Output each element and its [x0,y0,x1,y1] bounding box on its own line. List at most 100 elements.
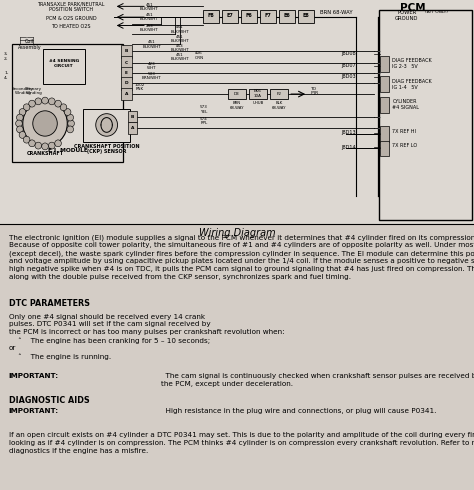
Circle shape [35,142,42,149]
Bar [241,10,257,23]
Bar [279,10,295,23]
Bar [270,89,288,99]
Bar [222,10,238,23]
Text: Only one #4 signal should be received every 14 crank
pulses. DTC P0341 will set : Only one #4 signal should be received ev… [9,314,284,360]
Text: 3-
2-: 3- 2- [4,52,9,61]
Text: 453
BLK/WHT: 453 BLK/WHT [140,24,159,32]
Text: D: D [125,81,128,85]
Text: E7: E7 [227,13,233,18]
Text: J8D03: J8D03 [341,74,356,79]
Bar [380,97,389,113]
Text: A: A [131,126,135,130]
Text: DTC PARAMETERS: DTC PARAMETERS [9,299,90,308]
Text: F2: F2 [277,92,282,96]
Circle shape [64,109,71,116]
Circle shape [19,109,26,116]
Circle shape [17,126,23,133]
Circle shape [68,120,74,127]
Bar [121,88,132,100]
Text: E8: E8 [302,13,309,18]
Text: The cam signal is continuously checked when crankshaft sensor pulses are receive: The cam signal is continuously checked w… [161,373,474,387]
Text: C: C [125,61,128,65]
Text: F6: F6 [246,13,252,18]
Text: 453
BLK/WHT: 453 BLK/WHT [171,44,190,52]
Text: PCM: PCM [400,3,425,13]
Text: J8D08: J8D08 [341,51,356,56]
Text: POWER
GROUND: POWER GROUND [395,10,419,21]
Text: B: B [131,115,135,119]
Text: TO
IPJR: TO IPJR [310,87,319,95]
Bar [380,141,389,156]
Text: D3: D3 [234,92,239,96]
Text: EK6
10A: EK6 10A [254,90,262,98]
Text: 451
BLK/WHT: 451 BLK/WHT [171,35,190,43]
Text: (A/T ONLY): (A/T ONLY) [425,10,447,14]
Text: 1002
PNK: 1002 PNK [135,83,145,91]
Text: DIAG FEEDBACK: DIAG FEEDBACK [392,79,432,84]
Text: BRN
68-WAY: BRN 68-WAY [229,101,244,110]
Bar [203,10,219,23]
Text: J8D13: J8D13 [341,130,356,135]
Circle shape [55,140,62,147]
Circle shape [67,126,73,133]
Circle shape [42,143,48,150]
Bar [379,10,472,220]
Text: #4 SENSING
CIRCUIT: #4 SENSING CIRCUIT [49,59,79,68]
Text: 451
BLK/WHT: 451 BLK/WHT [171,25,190,33]
Bar [380,76,389,92]
Bar [249,89,267,99]
Text: E I  MODULE: E I MODULE [48,148,88,153]
Text: Primary
Winding: Primary Winding [26,87,43,96]
Bar [121,77,132,90]
Text: Wiring Diagram: Wiring Diagram [199,228,275,238]
Text: CRANKSHAFT: CRANKSHAFT [27,151,64,156]
Text: UHUB: UHUB [252,101,264,105]
Text: 451
BLK/WHT: 451 BLK/WHT [171,53,190,61]
Bar [128,111,137,122]
Text: DIAGNOSTIC AIDS: DIAGNOSTIC AIDS [9,396,89,405]
Bar [128,122,137,134]
Text: 7X REF HI: 7X REF HI [392,129,417,134]
Text: IMPORTANT:: IMPORTANT: [9,373,59,379]
Text: If an open circuit exists on #4 cylinder a DTC P0341 may set. This is due to the: If an open circuit exists on #4 cylinder… [9,432,474,454]
Text: CYLINDER: CYLINDER [392,99,417,104]
Circle shape [42,97,48,104]
Text: E6: E6 [283,13,290,18]
Text: 573
YEL: 573 YEL [200,105,208,114]
Circle shape [48,98,55,105]
Circle shape [48,142,55,149]
Bar [260,10,276,23]
Bar [83,109,130,142]
Text: #4 SIGNAL: #4 SIGNAL [392,105,419,110]
Text: 406
ORN: 406 ORN [194,51,204,60]
Text: J8D07: J8D07 [341,63,356,68]
Text: J8D14: J8D14 [341,145,356,149]
Text: 7X REF LO: 7X REF LO [392,143,418,148]
Circle shape [23,136,30,143]
Text: Secondary
Winding: Secondary Winding [12,87,34,96]
Text: The electronic ignition (EI) module supplies a signal to the PCM whenever it det: The electronic ignition (EI) module supp… [9,234,474,280]
Text: TO HEATED O2S: TO HEATED O2S [51,24,91,29]
Circle shape [19,131,26,138]
Text: High resistance in the plug wire and connections, or plug will cause P0341.: High resistance in the plug wire and con… [161,408,437,414]
Text: F8: F8 [208,13,214,18]
Circle shape [55,100,62,107]
Text: B: B [125,49,128,53]
Bar [121,45,132,58]
Circle shape [17,114,23,121]
Circle shape [29,100,36,107]
Bar [12,44,123,162]
Text: IMPORTANT:: IMPORTANT: [9,408,59,414]
Text: BRN 68-WAY: BRN 68-WAY [320,10,353,15]
Circle shape [33,111,57,136]
Circle shape [67,114,73,121]
Text: 451
BLK/WHT: 451 BLK/WHT [140,3,159,11]
Circle shape [16,120,22,127]
Text: Coil
Assembly: Coil Assembly [18,39,41,50]
Circle shape [23,104,30,111]
Text: PCM & O2S GROUND: PCM & O2S GROUND [46,16,96,21]
Text: BLK
68-WAY: BLK 68-WAY [272,101,286,110]
Text: 451
BLK/WHT: 451 BLK/WHT [140,13,159,21]
Circle shape [28,140,35,147]
Bar [43,49,85,84]
